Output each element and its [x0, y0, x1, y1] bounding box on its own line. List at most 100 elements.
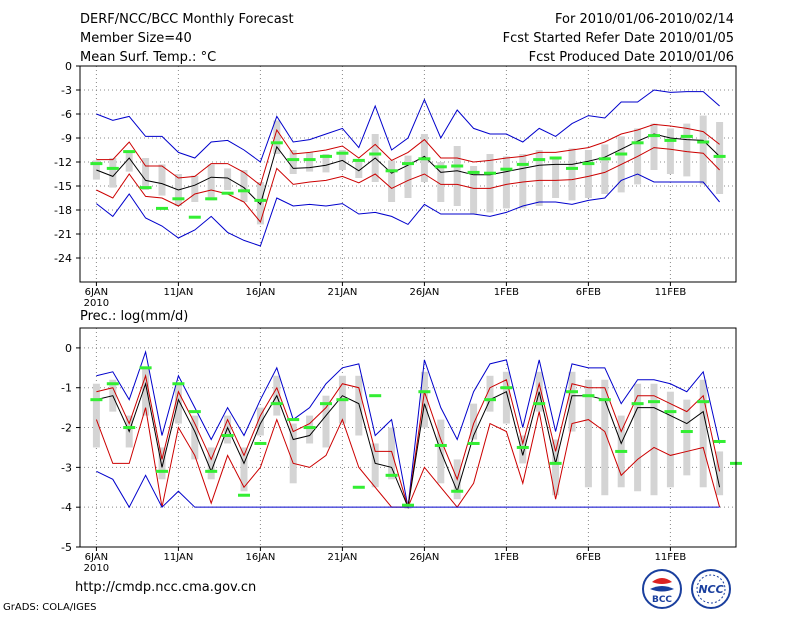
chart-0-ensemble-box	[224, 168, 232, 190]
chart-0-x-tick-year: 2010	[84, 298, 109, 309]
chart-0-x-tick-label: 11JAN	[163, 287, 193, 298]
chart-1-observed-marker	[516, 445, 529, 449]
chart-0-observed-marker	[402, 162, 414, 166]
chart-1-observed-marker	[500, 386, 513, 390]
chart-0-ensemble-box	[306, 152, 314, 172]
chart-0-observed-marker	[221, 191, 234, 195]
chart-1-observed-marker	[320, 402, 332, 406]
chart-1-observed-marker	[418, 390, 431, 394]
bcc-logo-text: BCC	[652, 595, 672, 605]
chart-0-observed-marker	[451, 164, 464, 168]
chart-0-ensemble-box	[158, 164, 166, 196]
chart-1-ensemble-box	[666, 391, 674, 488]
chart-0-observed-marker	[238, 189, 250, 193]
chart-0-observed-marker	[385, 169, 398, 173]
chart-1-series-max	[96, 349, 721, 508]
chart-1-observed-marker	[697, 400, 710, 404]
chart-1-observed-marker	[254, 441, 267, 445]
chart-1-observed-marker	[156, 469, 168, 473]
chart-1-ensemble-box	[256, 407, 264, 436]
chart-0-ensemble-box	[519, 154, 527, 209]
chart-0-observed-marker	[434, 165, 447, 169]
chart-0-observed-marker	[697, 140, 710, 144]
chart-1-y-tick-label: 0	[65, 342, 72, 355]
chart-1-observed-marker	[172, 382, 185, 386]
chart-0-y-tick-label: -6	[61, 108, 72, 121]
chart-0-y-tick-label: -15	[54, 180, 72, 193]
chart-0-observed-marker	[90, 162, 103, 166]
chart-1-ensemble-box	[420, 371, 428, 428]
chart-0-observed-marker	[205, 197, 218, 201]
chart-0-observed-marker	[615, 152, 628, 156]
chart-0-observed-marker	[369, 152, 382, 156]
chart-0-ensemble-box	[289, 150, 297, 174]
chart-1-series-min	[96, 470, 720, 509]
chart-0-observed-marker	[336, 151, 349, 155]
forecast-period: For 2010/01/06-2010/02/14	[555, 12, 734, 27]
chart-0-observed-marker	[680, 134, 693, 138]
chart-0-ensemble-box	[355, 160, 363, 178]
chart-0-observed-marker	[516, 162, 529, 166]
chart-1-ensemble-box	[552, 439, 560, 496]
ncc-logo-text: NCC	[698, 583, 723, 596]
chart-0-x-tick-label: 11FEB	[655, 287, 687, 298]
chart-1-y-tick-label: -1	[61, 382, 72, 395]
chart-1-ensemble-box	[207, 447, 215, 480]
chart-1-observed-marker	[287, 418, 300, 422]
chart-1-x-tick-year: 2010	[84, 563, 109, 574]
chart-1-observed-marker	[467, 441, 480, 445]
chart-0-ensemble-box	[502, 156, 510, 209]
chart-0-observed-marker	[713, 154, 726, 158]
chart-1-y-tick-label: -3	[61, 461, 72, 474]
site-url[interactable]: http://cmdp.ncc.cma.gov.cn	[75, 580, 257, 595]
forecast-title: DERF/NCC/BCC Monthly Forecast	[80, 12, 294, 27]
chart-1-observed-marker	[270, 402, 283, 406]
chart-0-ensemble-box	[273, 120, 281, 154]
chart-0-ensemble-box	[486, 154, 494, 213]
chart-1-observed-marker	[680, 430, 693, 434]
chart-1-ensemble-box	[601, 379, 609, 496]
chart-1-ensemble-box	[371, 443, 379, 488]
header-left: DERF/NCC/BCC Monthly Forecast Member Size…	[80, 10, 294, 67]
chart-0-ensemble-box	[191, 175, 199, 202]
chart-0-ensemble-box	[666, 128, 674, 174]
chart-1-observed-marker	[615, 449, 628, 453]
ncc-logo: NCC	[691, 569, 731, 609]
chart-0-observed-marker	[484, 171, 496, 175]
chart-1-ensemble-box	[224, 415, 232, 444]
chart-1-observed-marker	[238, 493, 250, 497]
chart-0-y-tick-label: -18	[54, 204, 72, 217]
chart-1-ensemble-box	[191, 415, 199, 460]
chart-1-ensemble-box	[683, 399, 691, 476]
chart-1-x-tick-label: 21JAN	[327, 552, 357, 563]
chart-1-observed-marker	[336, 398, 349, 402]
chart-0-ensemble-box	[142, 158, 150, 190]
chart-0-ensemble-box	[125, 152, 133, 172]
chart-1-observed-marker	[451, 489, 464, 493]
chart-1-ensemble-box	[306, 415, 314, 444]
chart-0-y-tick-label: -24	[54, 252, 72, 265]
chart-1-ensemble-box	[716, 451, 724, 496]
chart-1-ensemble-box	[470, 403, 478, 440]
chart-0-ensemble-box	[552, 158, 560, 198]
chart-0-y-tick-label: -12	[54, 156, 72, 169]
variable-label: Mean Surf. Temp.: °C	[80, 50, 217, 65]
chart-1-observed-marker	[648, 400, 660, 404]
chart-0-ensemble-box	[437, 162, 445, 202]
chart-0-observed-marker	[123, 150, 136, 154]
chart-1-observed-marker	[402, 503, 414, 507]
chart-1-observed-marker	[221, 434, 234, 438]
chart-0-series-max	[96, 89, 720, 163]
chart-0-ensemble-box	[699, 115, 707, 185]
chart-1-observed-marker	[533, 402, 546, 406]
chart-1-observed-marker	[598, 398, 611, 402]
chart-1-observed-marker	[631, 402, 644, 406]
chart-0-ensemble-box	[716, 122, 724, 194]
chart-0-ensemble-box	[240, 170, 248, 202]
chart-0-observed-marker	[139, 186, 152, 190]
chart-1-ensemble-box	[502, 371, 510, 424]
chart-0-observed-marker	[156, 206, 168, 210]
chart-0-x-tick-label: 21JAN	[327, 287, 357, 298]
chart-0-observed-marker	[287, 158, 300, 162]
